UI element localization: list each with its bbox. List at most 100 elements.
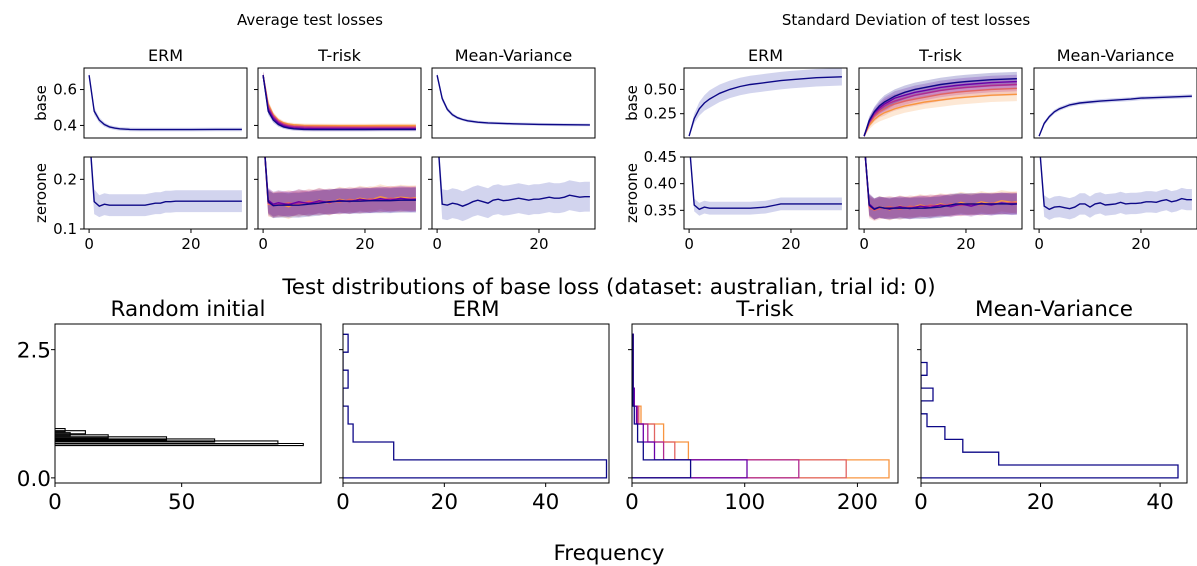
x-tick-label: 20	[181, 235, 200, 253]
mid-title: Test distributions of base loss (dataset…	[281, 275, 935, 300]
line-panel: 0 20	[1030, 156, 1197, 253]
series-line	[90, 157, 242, 208]
series-line	[863, 83, 1017, 137]
y-tick-label: 0.1	[53, 220, 77, 238]
x-tick-label: 20	[956, 235, 975, 253]
x-tick-label: 20	[355, 235, 374, 253]
series-band	[1039, 94, 1192, 137]
panel-frame	[920, 323, 1188, 484]
x-tick-label: 200	[837, 490, 878, 515]
panel-plot-area	[438, 157, 590, 222]
x-tick-label: 0	[258, 235, 268, 253]
bottom-x-label: Frequency	[553, 541, 664, 566]
series-band	[263, 71, 416, 132]
panel-plot-area	[864, 157, 1017, 221]
y-tick-label: 0.0	[17, 467, 51, 492]
y-tick-label: 0.2	[53, 170, 77, 188]
line-panel: T-risk	[254, 46, 422, 139]
x-tick-label: 0	[914, 490, 928, 515]
panel-frame	[683, 67, 848, 139]
series-line	[262, 75, 416, 127]
panel-frame	[1033, 156, 1197, 230]
panel-title: Mean-Variance	[975, 297, 1133, 322]
line-panel: 0 20	[428, 156, 596, 253]
panel-frame	[54, 323, 322, 484]
series-band	[90, 157, 242, 218]
panel-frame	[683, 156, 848, 230]
x-tick-label: 20	[1131, 235, 1150, 253]
x-tick-label: 20	[529, 235, 548, 253]
histogram-step	[632, 333, 748, 479]
panel-title: ERM	[452, 297, 499, 322]
panel-plot-area	[88, 71, 242, 132]
x-tick-label: 0	[432, 235, 442, 253]
series-line	[436, 75, 590, 126]
panel-title: ERM	[748, 46, 783, 65]
panel-frame	[83, 67, 248, 139]
panel-title: T-risk	[918, 46, 962, 65]
series-band	[1039, 157, 1192, 220]
series-line	[863, 93, 1017, 137]
panel-title: ERM	[148, 46, 183, 65]
panel-plot-area	[1039, 157, 1192, 220]
histogram-step	[921, 361, 1179, 479]
histogram-step	[55, 436, 168, 441]
series-line	[88, 75, 242, 131]
panel-frame	[83, 156, 248, 230]
panel-plot-area	[863, 71, 1017, 137]
y-tick-label: 0.35	[644, 201, 677, 219]
panel-title: T-risk	[317, 46, 361, 65]
panel-frame	[257, 156, 422, 230]
series-band	[89, 71, 242, 132]
panel-title: Mean-Variance	[455, 46, 573, 65]
panel-frame	[858, 67, 1023, 139]
y-axis-label: zeroone	[623, 163, 641, 223]
series-band	[263, 71, 416, 130]
x-tick-label: 20	[1027, 490, 1054, 515]
y-tick-label: 0.40	[644, 175, 677, 193]
panel-frame	[431, 156, 596, 230]
histogram-step	[632, 333, 800, 479]
x-tick-label: 0	[859, 235, 869, 253]
series-line	[689, 157, 842, 211]
series-line	[864, 157, 1017, 211]
y-tick-label: 0.4	[53, 116, 77, 134]
series-band	[263, 71, 416, 129]
panel-plot-area	[632, 333, 890, 479]
group-title-left: Average test losses	[237, 11, 383, 29]
line-panel: T-risk	[855, 46, 1023, 139]
line-panel: 0 20	[855, 156, 1023, 253]
histogram-step	[343, 333, 608, 479]
histogram-step	[632, 333, 890, 479]
y-tick-label: 0.25	[644, 105, 677, 123]
series-line	[262, 75, 416, 129]
x-tick-label: 0	[48, 490, 62, 515]
line-panel: Mean-Variance	[1030, 46, 1197, 139]
panel-frame	[257, 67, 422, 139]
x-tick-label: 0	[84, 235, 94, 253]
y-axis-label: base	[32, 85, 50, 121]
y-tick-label: 0.50	[644, 80, 677, 98]
x-tick-label: 20	[781, 235, 800, 253]
x-tick-label: 40	[1146, 490, 1173, 515]
series-band	[864, 87, 1017, 137]
series-line	[438, 157, 590, 207]
x-tick-label: 50	[168, 490, 195, 515]
histogram-panel: ERM 0 20 40	[336, 297, 610, 515]
series-line	[1039, 157, 1192, 211]
series-line	[262, 75, 416, 130]
histogram-step	[55, 428, 66, 433]
y-tick-label: 2.5	[17, 339, 51, 364]
histogram-step	[55, 434, 109, 439]
series-line	[1038, 95, 1192, 137]
series-line	[262, 75, 416, 131]
panel-plot-area	[90, 157, 242, 218]
histogram-step	[55, 430, 86, 435]
histogram-step	[55, 438, 216, 443]
panel-frame	[631, 323, 899, 484]
panel-plot-area	[1038, 94, 1192, 137]
panel-title: Mean-Variance	[1057, 46, 1175, 65]
line-panel: 0.35 0.40 0.45 0 20 zeroone	[623, 148, 848, 253]
